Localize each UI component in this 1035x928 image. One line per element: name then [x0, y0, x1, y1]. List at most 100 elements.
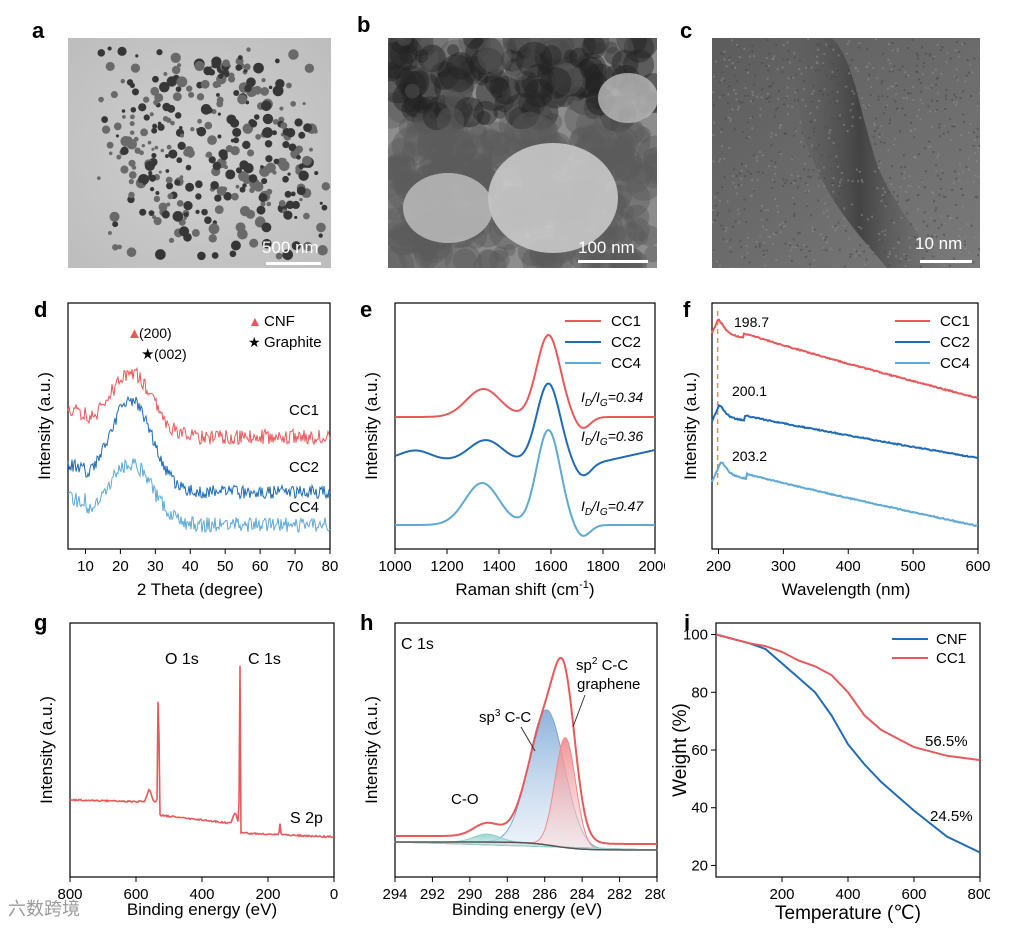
tem-noise — [766, 77, 769, 80]
tem-particle — [157, 123, 165, 131]
tem-particle — [418, 44, 446, 73]
tem-particle — [246, 149, 255, 157]
tem-noise — [718, 264, 721, 267]
tem-noise — [743, 94, 746, 97]
tem-noise — [776, 106, 779, 109]
tem-particle — [437, 54, 476, 93]
tem-noise — [740, 184, 743, 187]
tem-noise — [740, 255, 743, 258]
tem-particle — [446, 52, 475, 80]
tem-noise — [949, 262, 952, 265]
tem-noise — [920, 90, 923, 93]
tem-noise — [843, 224, 846, 227]
tem-noise — [745, 244, 748, 247]
tem-noise — [796, 89, 799, 92]
tem-particle — [648, 170, 657, 184]
tem-noise — [724, 229, 727, 232]
tem-noise — [881, 95, 884, 98]
tem-particle — [535, 38, 560, 59]
chart-e-xtick-label: 1600 — [534, 558, 567, 575]
tem-noise — [730, 39, 733, 42]
tem-particle — [216, 186, 227, 196]
tem-particle — [318, 233, 323, 238]
panel-label-c: c — [680, 18, 693, 43]
tem-noise — [769, 236, 772, 239]
tem-particle — [511, 111, 549, 149]
chart-f-xtick-label: 500 — [901, 558, 926, 575]
tem-particle — [287, 172, 291, 176]
tem-noise — [758, 245, 761, 248]
tem-particle — [427, 129, 468, 170]
tem-particle — [174, 179, 181, 186]
tem-noise — [733, 74, 736, 77]
tem-noise — [955, 68, 958, 71]
tem-particle — [291, 241, 301, 251]
tem-noise — [743, 198, 746, 201]
tem-noise — [929, 110, 932, 113]
tem-noise — [909, 223, 912, 226]
tem-noise — [734, 220, 737, 223]
chart-d-annotation-200: (200) — [139, 325, 172, 341]
tem-noise — [858, 159, 861, 162]
tem-noise — [895, 107, 898, 110]
tem-noise — [749, 195, 752, 198]
tem-noise — [873, 206, 876, 209]
tem-noise — [723, 157, 726, 160]
tem-particle — [435, 130, 453, 147]
tem-particle — [180, 133, 185, 138]
tem-noise — [751, 194, 754, 197]
tem-particle — [223, 191, 232, 201]
tem-noise — [904, 75, 907, 78]
tem-noise — [798, 67, 801, 70]
tem-noise — [803, 88, 806, 91]
tem-particle — [319, 201, 323, 205]
tem-particle — [524, 51, 541, 68]
tem-noise — [915, 227, 918, 230]
tem-noise — [760, 209, 763, 212]
tem-particle — [185, 182, 195, 192]
tem-particle — [401, 70, 441, 111]
tem-particle — [216, 100, 224, 108]
tem-noise — [913, 136, 916, 139]
tem-noise — [873, 129, 876, 132]
tem-particle — [261, 177, 268, 185]
tem-particle — [565, 95, 581, 111]
panel-label-h: h — [360, 610, 374, 635]
tem-noise — [843, 184, 846, 187]
tem-noise — [859, 154, 862, 157]
tem-noise — [716, 192, 719, 195]
scale-bar-label-a: 500 nm — [262, 238, 319, 257]
tem-noise — [818, 69, 821, 72]
tem-particle — [194, 61, 205, 72]
tem-noise — [906, 184, 909, 187]
tem-particle — [546, 71, 573, 97]
tem-particle — [524, 78, 553, 108]
tem-particle — [232, 127, 242, 137]
tem-particle — [135, 54, 139, 58]
tem-noise — [943, 264, 946, 267]
tem-particle — [535, 39, 575, 79]
tem-noise — [747, 236, 750, 239]
tem-particle — [458, 38, 489, 56]
tem-noise — [892, 143, 895, 146]
tem-noise — [853, 248, 856, 251]
tem-noise — [789, 182, 792, 185]
tem-particle — [138, 182, 144, 188]
tem-particle — [614, 155, 653, 194]
tem-noise — [931, 191, 934, 194]
tem-noise — [899, 130, 902, 133]
tem-particle — [560, 38, 575, 52]
tem-particle — [139, 208, 147, 216]
chart-g-xtick-label: 200 — [255, 886, 280, 903]
chart-d-xtick-label: 40 — [182, 558, 199, 575]
chart-d-legend-cnf-marker: ▲ — [248, 313, 262, 329]
tem-noise — [721, 94, 724, 97]
tem-particle — [149, 186, 155, 192]
tem-particle — [405, 83, 420, 99]
tem-particle — [388, 250, 408, 268]
tem-particle — [233, 137, 240, 144]
tem-noise — [898, 68, 901, 71]
tem-noise — [972, 131, 975, 134]
tem-particle — [249, 119, 258, 128]
tem-particle — [245, 209, 256, 219]
